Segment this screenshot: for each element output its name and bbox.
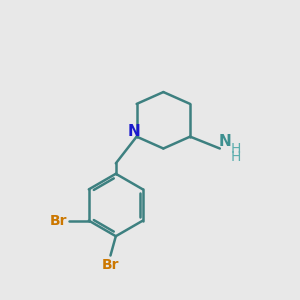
Text: H: H	[231, 142, 242, 155]
Text: H: H	[231, 150, 242, 164]
Text: N: N	[219, 134, 232, 149]
Text: Br: Br	[102, 258, 119, 272]
Text: Br: Br	[50, 214, 67, 228]
Text: N: N	[128, 124, 141, 139]
